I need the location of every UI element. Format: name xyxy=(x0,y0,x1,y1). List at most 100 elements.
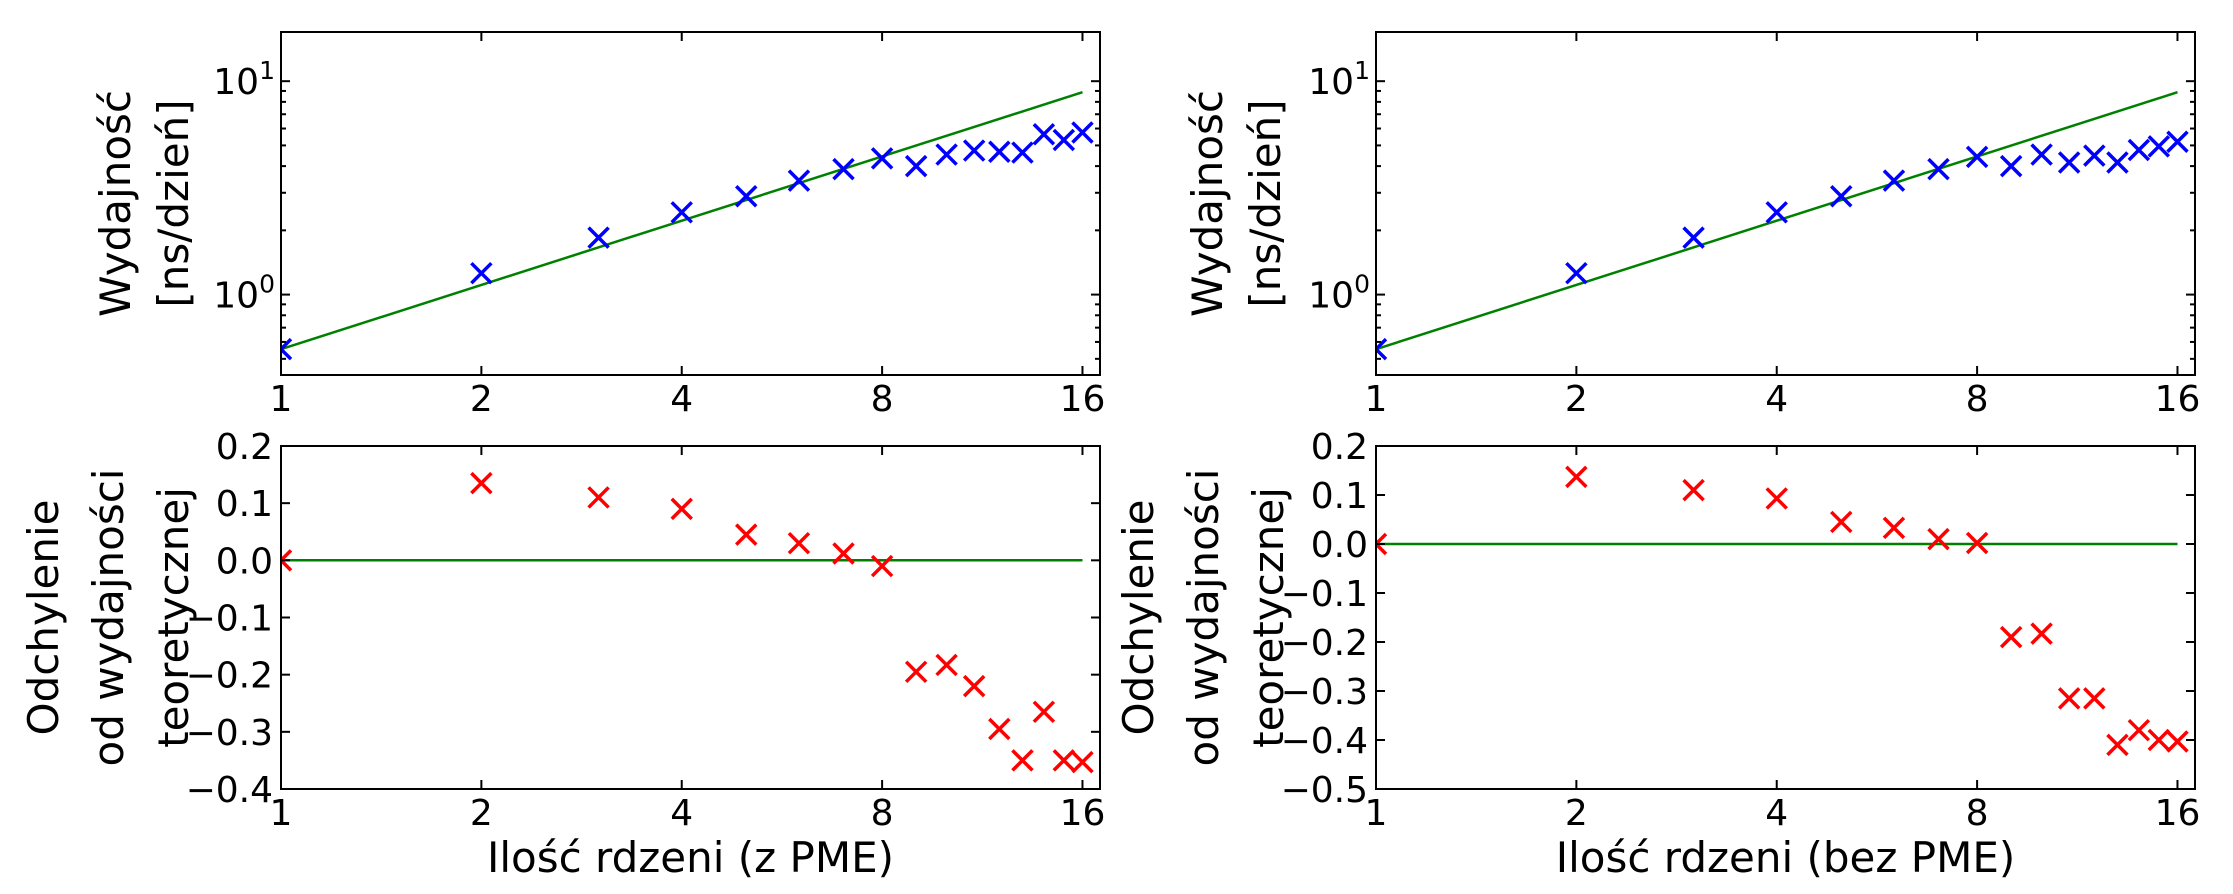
data-point-x-marker xyxy=(670,497,693,521)
data-point-x-marker xyxy=(1032,123,1056,146)
data-point-x-marker xyxy=(2106,733,2129,757)
data-point-x-marker xyxy=(832,542,855,565)
x-tick-label: 4 xyxy=(670,379,693,420)
y-tick-label: 0.1 xyxy=(216,484,273,525)
data-point-x-marker xyxy=(988,717,1011,741)
y-axis-label-line: Wydajność xyxy=(91,90,140,317)
x-tick-label: 2 xyxy=(470,379,493,420)
series-group xyxy=(1376,465,2189,757)
panel-top-left: 1 2 4 8 16 100 101 Wydajność [ns/dzień] xyxy=(91,31,1106,420)
plot-frame xyxy=(280,31,1101,376)
y-tick-label: 0.2 xyxy=(1311,427,1368,468)
data-point-x-marker xyxy=(870,554,894,578)
data-point-x-marker xyxy=(787,531,811,555)
data-point-x-marker xyxy=(962,139,986,162)
data-point-x-marker xyxy=(2147,728,2171,752)
x-tick-label: 1 xyxy=(270,379,293,420)
data-point-x-marker xyxy=(2106,151,2129,174)
data-point-x-marker xyxy=(904,660,928,684)
trend-line xyxy=(1376,91,2178,351)
data-point-x-marker xyxy=(1927,157,1950,181)
data-point-x-marker xyxy=(2057,151,2081,174)
data-point-x-marker xyxy=(470,261,493,285)
data-point-x-marker xyxy=(2166,130,2189,154)
y-axis-label-line: od wydajności xyxy=(1179,469,1228,767)
y-axis-label-line: [ns/dzień] xyxy=(149,99,198,307)
data-point-x-marker xyxy=(2127,138,2151,162)
data-point-x-marker xyxy=(1052,749,1076,772)
data-point-x-marker xyxy=(787,169,811,192)
x-tick-label: 8 xyxy=(871,379,894,420)
data-point-x-marker xyxy=(832,157,855,181)
x-tick-label: 1 xyxy=(1365,793,1388,834)
x-tick-label: 2 xyxy=(1565,379,1588,420)
data-point-x-marker xyxy=(1965,145,1989,169)
y-tick-label: 0.1 xyxy=(1311,476,1368,517)
data-point-x-marker xyxy=(935,653,958,677)
x-tick-label: 16 xyxy=(1060,379,1106,420)
y-tick-label: 0.0 xyxy=(216,541,273,582)
y-tick-label: −0.2 xyxy=(1281,623,1368,664)
data-point-x-marker xyxy=(1071,121,1094,144)
panel-bottom-right: 1 2 4 8 16 −0.5 −0.4 −0.3 −0.2 −0.1 0.0 0.1 0.2 Odchy… xyxy=(1114,427,2200,882)
y-tick-label: 100 xyxy=(213,270,275,317)
x-axis-label: Ilość rdzeni (z PME) xyxy=(487,833,894,882)
series-group xyxy=(281,91,1094,361)
y-tick-label: −0.1 xyxy=(186,599,273,640)
data-point-x-marker xyxy=(1032,700,1056,724)
plot-frame xyxy=(1375,31,2196,376)
data-point-x-marker xyxy=(870,147,894,170)
data-point-x-marker xyxy=(670,201,693,224)
data-point-x-marker xyxy=(1965,531,1989,555)
data-point-x-marker xyxy=(1011,141,1034,164)
y-axis-label-line: od wydajności xyxy=(84,469,133,767)
x-tick-label: 2 xyxy=(470,793,493,834)
data-point-x-marker xyxy=(2083,687,2106,710)
data-point-x-marker xyxy=(1376,532,1388,556)
data-point-x-marker xyxy=(962,674,986,698)
x-tick-label: 8 xyxy=(1966,379,1989,420)
x-tick-label: 4 xyxy=(1765,793,1788,834)
y-axis-label-line: teoretycznej xyxy=(1244,487,1293,748)
trend-line xyxy=(281,91,1083,351)
data-point-x-marker xyxy=(1071,750,1094,774)
panel-top-right: 1 2 4 8 16 100 101 Wydajność [ns/dzień] xyxy=(1183,31,2200,420)
data-point-x-marker xyxy=(988,140,1011,163)
y-axis-label-line: Odchylenie xyxy=(1114,500,1163,736)
data-point-x-marker xyxy=(1830,510,1853,534)
panel-bottom-left: 1 2 4 8 16 −0.4 −0.3 −0.2 −0.1 0.0 0.1 0.2 Odchyleni… xyxy=(19,427,1105,882)
data-point-x-marker xyxy=(1882,169,1906,192)
x-tick-label: 8 xyxy=(1966,793,1989,834)
data-point-x-marker xyxy=(1882,516,1906,540)
data-point-x-marker xyxy=(1682,478,1705,502)
data-point-x-marker xyxy=(1682,226,1705,249)
series-group xyxy=(281,471,1094,774)
y-axis-label-line: Odchylenie xyxy=(19,500,68,736)
data-point-x-marker xyxy=(281,549,293,572)
plot-frame xyxy=(1375,445,2196,790)
y-tick-label: −0.4 xyxy=(186,770,273,811)
x-tick-label: 4 xyxy=(1765,379,1788,420)
data-point-x-marker xyxy=(587,226,610,249)
x-tick-label: 4 xyxy=(670,793,693,834)
data-point-x-marker xyxy=(2030,143,2053,166)
y-tick-label: 0.0 xyxy=(1311,525,1368,566)
data-point-x-marker xyxy=(2166,730,2189,753)
y-tick-label: 101 xyxy=(1308,56,1370,103)
y-tick-label: −0.3 xyxy=(1281,672,1368,713)
y-tick-label: −0.2 xyxy=(186,656,273,697)
y-axis-label-line: Wydajność xyxy=(1183,90,1232,317)
data-point-x-marker xyxy=(2057,687,2081,710)
data-point-x-marker xyxy=(1999,154,2023,178)
data-point-x-marker xyxy=(1765,201,1788,224)
data-point-x-marker xyxy=(1830,184,1853,208)
y-axis-label-line: [ns/dzień] xyxy=(1241,99,1290,307)
data-point-x-marker xyxy=(1052,128,1076,152)
plot-frame xyxy=(280,445,1101,790)
y-tick-label: 0.2 xyxy=(216,427,273,468)
x-axis-label: Ilość rdzeni (bez PME) xyxy=(1556,833,2016,882)
data-point-x-marker xyxy=(1927,527,1950,551)
data-point-x-marker xyxy=(735,184,758,208)
data-point-x-marker xyxy=(904,154,928,178)
